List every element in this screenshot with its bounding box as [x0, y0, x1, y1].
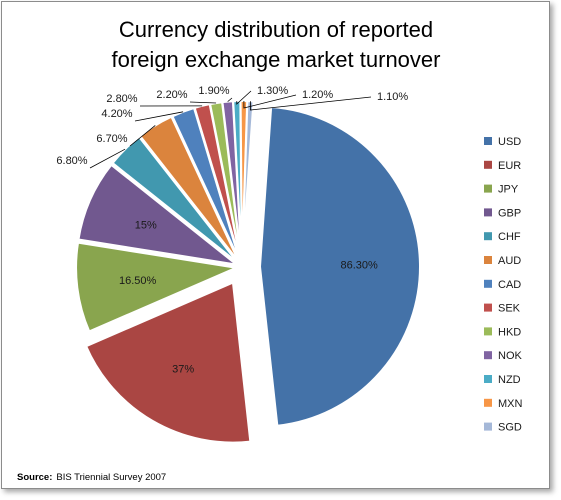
legend-swatch-hkd	[484, 327, 492, 336]
data-label-chf: 6.80%	[56, 155, 87, 167]
leader-line-nok	[227, 97, 233, 102]
legend-swatch-gbp	[484, 208, 492, 217]
data-label-sek: 2.80%	[106, 93, 137, 105]
chart-frame: Currency distribution of reported foreig…	[1, 1, 550, 489]
data-label-gbp: 15%	[135, 220, 157, 232]
legend-label-gbp: GBP	[498, 207, 521, 219]
data-label-eur: 37%	[172, 363, 194, 375]
data-label-aud: 6.70%	[96, 133, 127, 145]
legend-label-sgd: SGD	[498, 422, 522, 434]
data-label-mxn: 1.20%	[302, 89, 333, 101]
leader-line-sgd	[250, 96, 372, 111]
leader-line-aud	[129, 125, 156, 147]
legend-swatch-nzd	[484, 375, 492, 383]
leader-line-hkd	[189, 101, 217, 104]
legend-label-nok: NOK	[498, 350, 523, 362]
legend-swatch-sek	[484, 303, 492, 312]
legend-label-chf: CHF	[498, 231, 521, 243]
data-label-usd: 86.30%	[341, 260, 379, 272]
pie-slice-usd	[258, 105, 421, 427]
chart-title-line-1: Currency distribution of reported	[119, 17, 433, 42]
legend-label-eur: EUR	[498, 160, 521, 172]
source-text: BIS Triennial Survey 2007	[56, 472, 166, 483]
data-label-nzd: 1.30%	[257, 85, 288, 97]
data-label-jpy: 16.50%	[119, 275, 157, 287]
legend-swatch-nok	[484, 351, 492, 360]
legend-swatch-cad	[484, 279, 492, 288]
legend-swatch-chf	[484, 232, 492, 241]
legend-swatch-aud	[484, 256, 492, 264]
legend-label-usd: USD	[498, 136, 521, 148]
pie-slice-chf	[111, 135, 239, 264]
legend-label-aud: AUD	[498, 255, 521, 267]
data-labels: 86.30% 37% 16.50% 15% 6.80% 6.70% 4.20% 2.80% 2.…	[56, 85, 408, 375]
legend-swatch-sgd	[484, 422, 492, 431]
leader-line-chf	[89, 148, 126, 169]
source-prefix: Source:	[17, 472, 52, 483]
legend-label-mxn: MXN	[498, 398, 523, 410]
legend-label-sek: SEK	[498, 303, 521, 315]
data-label-sgd: 1.10%	[377, 91, 408, 103]
data-label-cad: 4.20%	[101, 108, 132, 120]
legend-label-jpy: JPY	[498, 184, 519, 196]
pie-slice-sgd	[241, 100, 255, 262]
legend-swatch-usd	[484, 137, 492, 145]
pie-slice-eur	[84, 281, 252, 444]
legend-swatch-eur	[484, 160, 492, 169]
legend-label-nzd: NZD	[498, 374, 521, 386]
legend-label-hkd: HKD	[498, 326, 521, 338]
legend: USD EUR JPY GBP CHF AUD CAD SEK HKD NOK NZD MXN SGD	[484, 136, 523, 434]
pie-chart: Currency distribution of reported foreig…	[17, 17, 523, 483]
pie-slice-gbp	[77, 163, 241, 267]
legend-label-cad: CAD	[498, 279, 521, 291]
legend-swatch-mxn	[484, 398, 492, 407]
pie-slices	[75, 100, 421, 444]
leader-line-cad	[134, 111, 184, 122]
leader-lines	[89, 90, 372, 169]
source-note: Source: BIS Triennial Survey 2007	[17, 472, 166, 483]
leader-line-nzd	[236, 90, 252, 105]
data-label-hkd: 2.20%	[156, 89, 187, 101]
pie-slice-jpy	[75, 241, 240, 333]
legend-swatch-jpy	[484, 184, 492, 193]
chart-title-line-2: foreign exchange market turnover	[112, 47, 441, 72]
leader-line-mxn	[243, 94, 297, 109]
data-label-nok: 1.90%	[198, 85, 229, 97]
